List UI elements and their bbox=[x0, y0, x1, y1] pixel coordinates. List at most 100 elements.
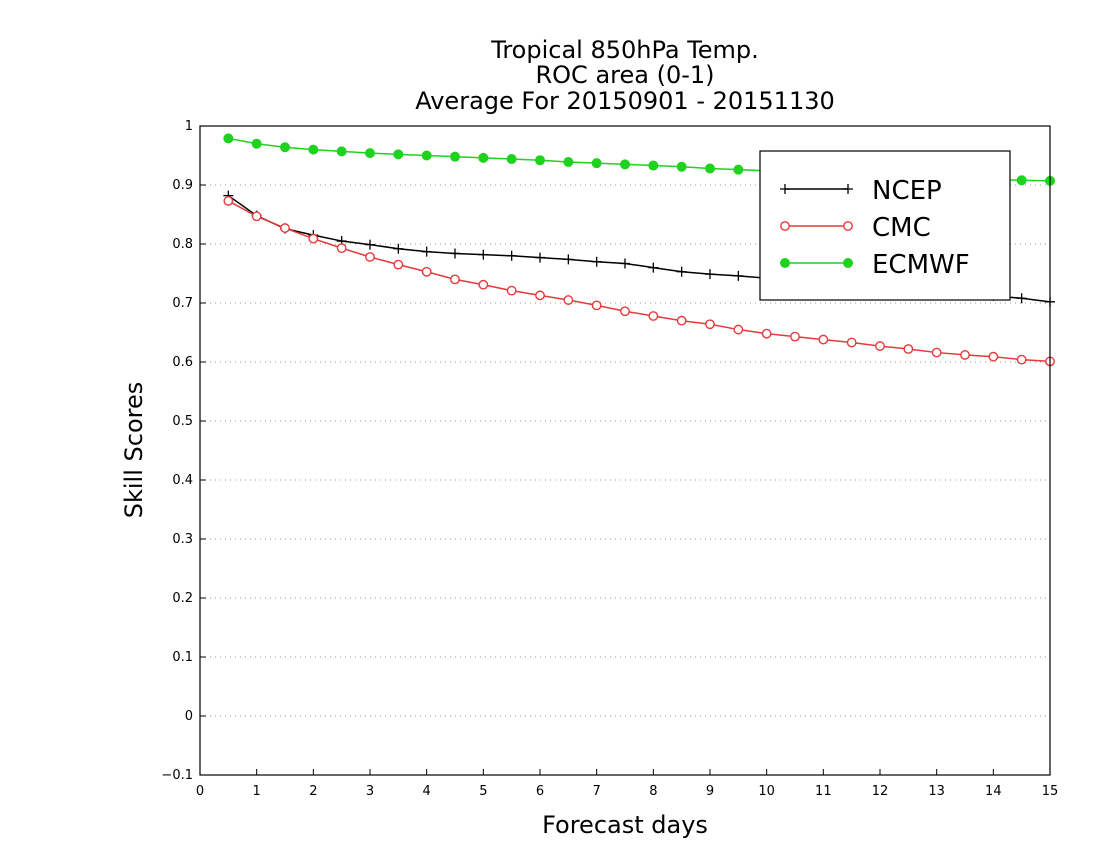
data-point-cmc bbox=[705, 319, 715, 330]
data-point-cmc bbox=[535, 290, 545, 301]
data-point-ecmwf bbox=[676, 161, 687, 172]
legend-label-ecmwf: ECMWF bbox=[872, 250, 970, 280]
y-tick-label: 0.3 bbox=[172, 532, 193, 547]
x-tick-label: 4 bbox=[423, 784, 431, 799]
data-point-cmc bbox=[393, 259, 404, 270]
data-point-cmc bbox=[591, 300, 602, 311]
data-point-cmc bbox=[818, 334, 829, 345]
data-point-ncep bbox=[1016, 293, 1027, 304]
legend-marker-cmc bbox=[780, 221, 790, 231]
data-point-ecmwf bbox=[393, 149, 404, 160]
data-point-ecmwf bbox=[506, 154, 517, 165]
data-point-cmc bbox=[251, 211, 262, 222]
x-tick-label: 1 bbox=[253, 784, 261, 799]
data-point-ncep bbox=[506, 250, 517, 261]
y-tick-label: 0.6 bbox=[172, 355, 193, 370]
data-point-ncep bbox=[676, 266, 687, 277]
x-tick-label: 14 bbox=[985, 784, 1002, 799]
legend: NCEP CMC ECMWF bbox=[759, 150, 1011, 301]
legend-marker-cmc bbox=[843, 221, 853, 231]
data-point-cmc bbox=[960, 350, 970, 360]
y-tick-label: 0.8 bbox=[172, 237, 193, 252]
data-point-ncep bbox=[478, 249, 489, 260]
data-point-ecmwf bbox=[308, 144, 319, 155]
data-point-ncep bbox=[591, 256, 602, 267]
y-tick-label: 0.4 bbox=[172, 473, 193, 488]
legend-entry-ecmwf: ECMWF bbox=[780, 250, 970, 280]
y-tick-label: 0.7 bbox=[172, 296, 193, 311]
data-point-cmc bbox=[733, 324, 744, 335]
data-point-ncep bbox=[705, 269, 715, 280]
x-tick-label: 2 bbox=[309, 784, 317, 799]
data-point-ncep bbox=[421, 246, 432, 257]
data-point-cmc bbox=[223, 196, 234, 206]
plot-area-frame bbox=[199, 125, 1051, 776]
x-axis-ticks: 0 1 2 3 4 5 6 7 8 9 10 11 12 13 14 15 bbox=[196, 769, 1058, 799]
data-point-cmc bbox=[308, 233, 319, 244]
x-tick-label: 10 bbox=[758, 784, 775, 799]
chart-title-line-2: ROC area (0-1) bbox=[535, 61, 714, 89]
data-point-cmc bbox=[506, 285, 517, 296]
data-point-cmc bbox=[421, 266, 432, 277]
y-tick-label: 1 bbox=[185, 119, 193, 134]
data-point-ecmwf bbox=[365, 148, 375, 159]
data-point-ecmwf bbox=[705, 163, 715, 174]
x-tick-label: 12 bbox=[872, 784, 889, 799]
x-tick-label: 9 bbox=[706, 784, 714, 799]
x-axis-label: Forecast days bbox=[542, 811, 708, 839]
chart-title-line-1: Tropical 850hPa Temp. bbox=[490, 36, 759, 64]
data-point-ecmwf bbox=[251, 138, 262, 149]
series-cmc bbox=[223, 196, 1055, 367]
data-point-ncep bbox=[563, 254, 574, 265]
x-tick-label: 11 bbox=[815, 784, 832, 799]
data-point-ncep bbox=[393, 243, 404, 254]
y-tick-label: −0.1 bbox=[161, 768, 193, 783]
data-point-ncep bbox=[365, 239, 375, 250]
x-tick-label: 7 bbox=[593, 784, 601, 799]
y-tick-label: 0 bbox=[185, 709, 193, 724]
data-point-cmc bbox=[761, 328, 772, 339]
legend-marker-ecmwf bbox=[780, 258, 790, 268]
x-tick-label: 3 bbox=[366, 784, 374, 799]
data-point-ncep bbox=[535, 252, 545, 263]
data-point-ecmwf bbox=[280, 142, 290, 153]
data-point-ecmwf bbox=[336, 146, 347, 157]
data-point-cmc bbox=[931, 347, 942, 358]
data-point-cmc bbox=[676, 315, 687, 326]
legend-marker-ncep bbox=[780, 184, 790, 194]
data-point-cmc bbox=[988, 351, 999, 362]
data-point-cmc bbox=[563, 295, 574, 305]
chart-title-line-3: Average For 20150901 - 20151130 bbox=[415, 87, 835, 115]
data-point-ecmwf bbox=[591, 158, 602, 169]
data-point-cmc bbox=[903, 344, 914, 354]
data-point-cmc bbox=[875, 341, 885, 351]
data-point-ncep bbox=[648, 262, 659, 273]
x-tick-label: 5 bbox=[479, 784, 487, 799]
data-point-cmc bbox=[620, 306, 630, 317]
y-tick-label: 0.2 bbox=[172, 591, 193, 606]
data-point-ncep bbox=[733, 270, 744, 281]
y-tick-label: 0.9 bbox=[172, 178, 193, 193]
y-tick-label: 0.5 bbox=[172, 414, 193, 429]
data-point-ecmwf bbox=[1016, 175, 1027, 186]
x-tick-label: 15 bbox=[1042, 784, 1059, 799]
legend-entry-cmc: CMC bbox=[780, 213, 931, 243]
gridlines bbox=[200, 184, 1050, 717]
data-point-cmc bbox=[478, 279, 489, 290]
data-point-cmc bbox=[336, 243, 347, 254]
data-point-cmc bbox=[648, 311, 659, 321]
x-tick-label: 13 bbox=[928, 784, 945, 799]
y-axis-label: Skill Scores bbox=[120, 382, 148, 519]
legend-label-ncep: NCEP bbox=[872, 176, 942, 206]
data-point-ncep bbox=[450, 248, 460, 259]
x-tick-label: 0 bbox=[196, 784, 204, 799]
legend-marker-ncep bbox=[843, 184, 853, 194]
data-point-ecmwf bbox=[535, 155, 545, 166]
legend-label-cmc: CMC bbox=[872, 213, 931, 243]
data-point-ecmwf bbox=[223, 133, 234, 144]
data-point-ecmwf bbox=[733, 164, 744, 175]
data-point-cmc bbox=[365, 252, 375, 262]
data-point-ncep bbox=[620, 258, 630, 269]
data-point-ecmwf bbox=[648, 160, 659, 171]
